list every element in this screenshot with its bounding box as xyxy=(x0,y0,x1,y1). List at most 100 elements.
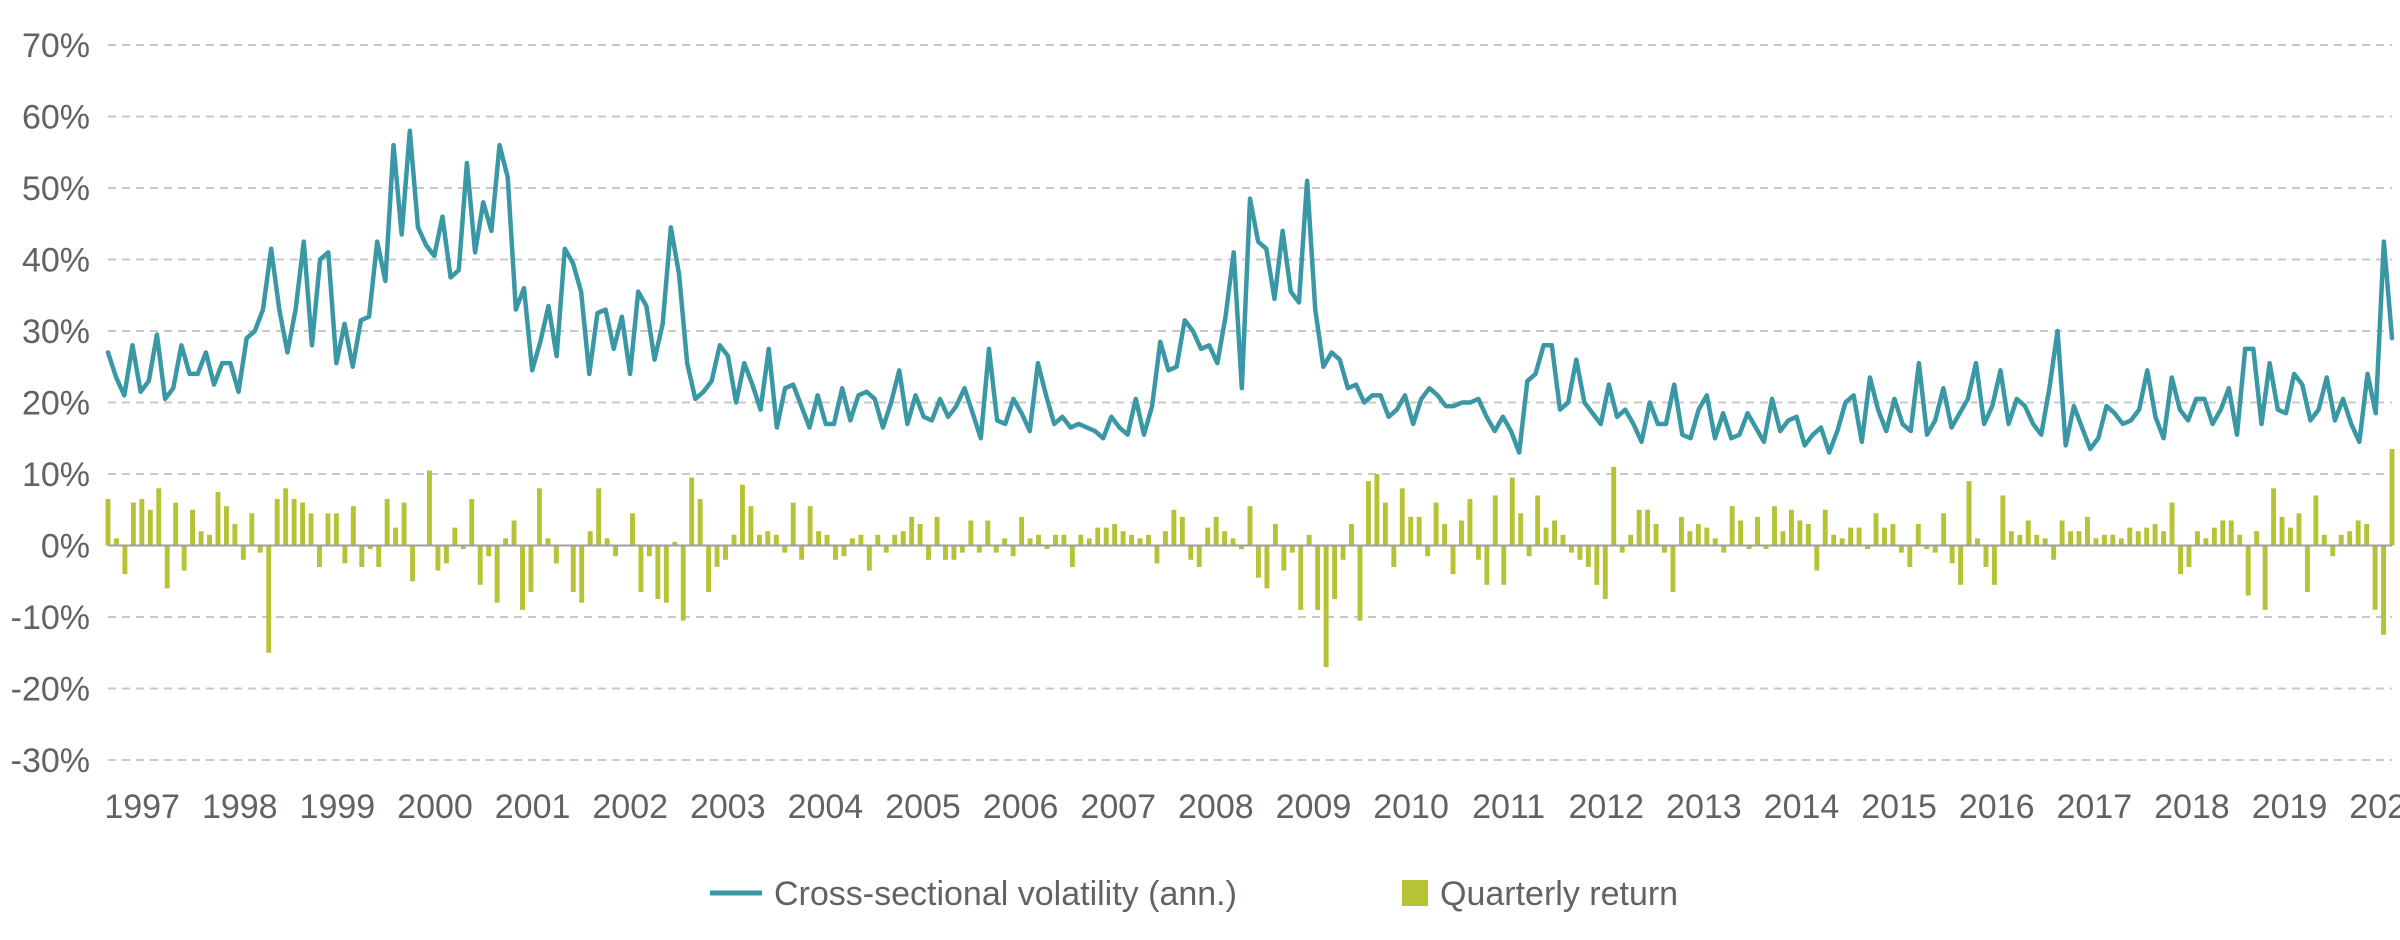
bar-quarterly-return xyxy=(1332,545,1338,600)
x-tick-label: 2020 xyxy=(2349,788,2400,826)
bar-quarterly-return xyxy=(1873,513,1879,546)
bar-quarterly-return xyxy=(1509,477,1515,546)
bar-quarterly-return xyxy=(342,545,348,564)
y-tick-label: 10% xyxy=(22,456,90,494)
bar-quarterly-return xyxy=(1602,545,1608,600)
x-tick-label: 2001 xyxy=(495,788,571,826)
bar-quarterly-return xyxy=(2262,545,2268,610)
bar-quarterly-return xyxy=(926,545,932,560)
x-tick-label: 2002 xyxy=(592,788,668,826)
bar-quarterly-return xyxy=(1805,524,1811,546)
bar-quarterly-return xyxy=(1272,524,1278,546)
bar-quarterly-return xyxy=(2338,534,2344,546)
bar-quarterly-return xyxy=(2321,534,2327,546)
y-tick-label: 50% xyxy=(22,170,90,208)
legend: Cross-sectional volatility (ann.) Quarter… xyxy=(710,875,1678,913)
bar-quarterly-return xyxy=(655,545,661,600)
bar-quarterly-return xyxy=(2194,531,2200,546)
bar-quarterly-return xyxy=(164,545,170,589)
bar-quarterly-return xyxy=(1069,545,1075,567)
bar-quarterly-return xyxy=(503,538,509,546)
bar-quarterly-return xyxy=(790,502,796,546)
bar-quarterly-return xyxy=(2000,495,2006,546)
bar-quarterly-return xyxy=(714,545,720,567)
bar-quarterly-return xyxy=(1036,534,1041,546)
x-tick-label: 2018 xyxy=(2154,788,2230,826)
bar-quarterly-return xyxy=(824,534,830,546)
bar-quarterly-return xyxy=(1941,513,1947,546)
bar-quarterly-return xyxy=(240,545,246,560)
bar-quarterly-return xyxy=(486,545,492,557)
bar-quarterly-return xyxy=(2059,520,2065,546)
x-tick-label: 2000 xyxy=(397,788,473,826)
bar-quarterly-return xyxy=(2169,502,2175,546)
bar-quarterly-return xyxy=(156,488,162,546)
bar-quarterly-return xyxy=(147,509,153,546)
bar-quarterly-return xyxy=(2237,534,2243,546)
x-tick-label: 1998 xyxy=(202,788,278,826)
bar-quarterly-return xyxy=(1120,531,1126,546)
bar-quarterly-return xyxy=(2220,520,2226,546)
bar-quarterly-return xyxy=(1670,545,1676,592)
bar-quarterly-return xyxy=(1433,502,1439,546)
bar-quarterly-return xyxy=(1467,499,1473,546)
bar-quarterly-return xyxy=(2008,531,2014,546)
bar-quarterly-return xyxy=(2313,495,2319,546)
bar-quarterly-return xyxy=(1154,545,1160,564)
bar-quarterly-return xyxy=(1746,545,1752,550)
bar-quarterly-return xyxy=(1890,524,1896,546)
bar-quarterly-return xyxy=(1881,527,1887,546)
bar-quarterly-return xyxy=(680,545,686,621)
bar-quarterly-return xyxy=(1822,509,1828,546)
bar-quarterly-return xyxy=(1213,516,1219,546)
bar-quarterly-return xyxy=(2144,527,2150,546)
bar-quarterly-return xyxy=(1323,545,1329,668)
y-tick-label: 70% xyxy=(22,27,90,65)
bar-quarterly-return xyxy=(1619,545,1625,553)
bar-quarterly-return xyxy=(968,520,974,546)
bar-quarterly-return xyxy=(739,484,745,546)
y-axis-ticks: 70% 60% 50% 40% 30% 20% 10% 0% -10% -20% -30% xyxy=(11,27,90,780)
bar-quarterly-return xyxy=(756,534,762,546)
bar-quarterly-return xyxy=(2118,538,2124,546)
bar-quarterly-return xyxy=(2211,527,2217,546)
bar-quarterly-return xyxy=(2093,538,2099,546)
bar-quarterly-return xyxy=(2042,538,2048,546)
bar-quarterly-return xyxy=(1196,545,1202,567)
bar-quarterly-return xyxy=(2296,513,2302,546)
bar-quarterly-return xyxy=(1628,534,1634,546)
bar-quarterly-return xyxy=(190,509,196,546)
x-tick-label: 2011 xyxy=(1472,788,1545,826)
bar-quarterly-return xyxy=(1281,545,1287,571)
bar-quarterly-return xyxy=(849,538,855,546)
bar-quarterly-return xyxy=(858,534,864,546)
bar-quarterly-return xyxy=(951,545,957,560)
bar-quarterly-return xyxy=(613,545,619,557)
bar-quarterly-return xyxy=(731,534,737,546)
bar-quarterly-return xyxy=(1966,481,1972,546)
bar-quarterly-return xyxy=(1188,545,1194,560)
x-tick-label: 2009 xyxy=(1276,788,1352,826)
bar-quarterly-return xyxy=(215,491,221,546)
x-tick-label: 2016 xyxy=(1959,788,2035,826)
bar-quarterly-return xyxy=(959,545,965,553)
bar-quarterly-return xyxy=(2101,534,2107,546)
bar-quarterly-return xyxy=(2389,448,2395,546)
bar-quarterly-return xyxy=(2203,538,2209,546)
bar-quarterly-return xyxy=(2288,527,2293,546)
x-tick-label: 2015 xyxy=(1861,788,1937,826)
bar-quarterly-return xyxy=(1907,545,1913,567)
bar-quarterly-return xyxy=(1340,545,1346,560)
bar-quarterly-return xyxy=(1653,524,1659,546)
bar-quarterly-return xyxy=(114,538,119,546)
bar-quarterly-return xyxy=(105,499,111,546)
x-tick-label: 2006 xyxy=(983,788,1059,826)
bar-quarterly-return xyxy=(1399,488,1405,546)
bar-quarterly-return xyxy=(477,545,483,585)
bar-quarterly-return xyxy=(2051,545,2057,560)
bar-quarterly-return xyxy=(283,488,289,546)
bar-quarterly-return xyxy=(1222,531,1228,546)
bar-quarterly-return xyxy=(1002,538,1008,546)
bar-quarterly-return xyxy=(1898,545,1904,553)
bar-quarterly-return xyxy=(1958,545,1964,585)
